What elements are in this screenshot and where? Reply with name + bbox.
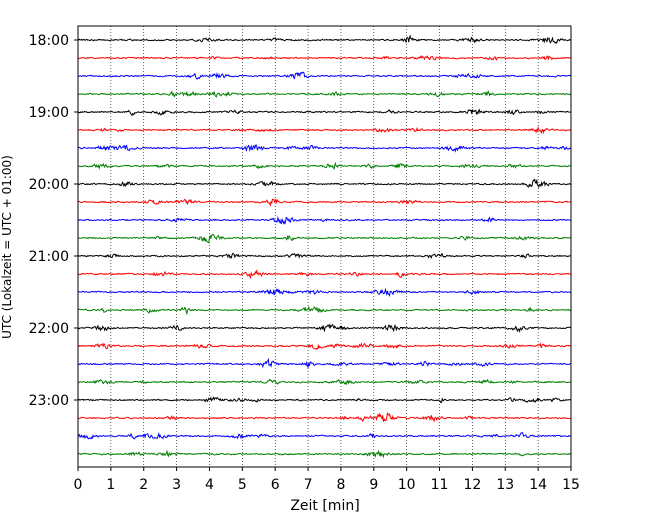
x-axis-label: Zeit [min] bbox=[290, 498, 359, 514]
trace-line bbox=[77, 71, 572, 80]
trace-line bbox=[77, 322, 572, 334]
x-tick-label: 15 bbox=[562, 477, 580, 493]
x-tick-label: 2 bbox=[139, 477, 148, 493]
x-axis: 0 1 2 3 4 5 6 7 8 9 10 11 12 13 14 15 bbox=[74, 467, 580, 493]
trace-line bbox=[77, 252, 572, 259]
trace-line bbox=[77, 108, 572, 116]
x-tick-label: 0 bbox=[74, 477, 83, 493]
y-tick-label: 23:00 bbox=[29, 393, 69, 409]
y-tick-label: 21:00 bbox=[29, 249, 69, 265]
x-tick-label: 13 bbox=[496, 477, 514, 493]
trace-line bbox=[77, 125, 572, 135]
trace-line bbox=[77, 411, 572, 423]
trace-line bbox=[77, 449, 572, 459]
trace-line bbox=[77, 287, 572, 298]
trace-line bbox=[77, 378, 572, 386]
y-tick-label: 18:00 bbox=[29, 33, 69, 49]
plot-frame bbox=[77, 25, 572, 468]
trace-line bbox=[77, 143, 572, 153]
trace-line bbox=[77, 357, 572, 370]
x-tick-label: 10 bbox=[398, 477, 416, 493]
x-tick-label: 1 bbox=[106, 477, 115, 493]
x-tick-label: 11 bbox=[431, 477, 449, 493]
x-tick-label: 5 bbox=[238, 477, 247, 493]
trace-line bbox=[77, 89, 572, 98]
trace-line bbox=[77, 305, 572, 316]
trace-line bbox=[77, 34, 571, 45]
y-tick-label: 22:00 bbox=[29, 321, 69, 337]
y-tick-label: 20:00 bbox=[29, 177, 69, 193]
trace-line bbox=[77, 178, 572, 189]
trace-line bbox=[77, 234, 572, 244]
x-tick-label: 14 bbox=[529, 477, 547, 493]
trace-line bbox=[77, 396, 572, 404]
y-axis: 18:00 19:00 20:00 21:00 22:00 23:00 bbox=[29, 33, 78, 409]
x-tick-label: 4 bbox=[205, 477, 214, 493]
trace-line bbox=[77, 269, 572, 280]
y-axis-label: UTC (Lokalzeit = UTC + 01:00) bbox=[0, 155, 14, 339]
trace-line bbox=[77, 198, 572, 207]
trace-line bbox=[77, 431, 572, 440]
x-tick-label: 3 bbox=[172, 477, 181, 493]
x-tick-label: 7 bbox=[304, 477, 313, 493]
trace-layer bbox=[77, 34, 572, 459]
trace-line bbox=[77, 55, 572, 61]
x-tick-label: 9 bbox=[369, 477, 378, 493]
trace-line bbox=[77, 161, 572, 171]
x-tick-label: 8 bbox=[336, 477, 345, 493]
x-tick-label: 12 bbox=[463, 477, 481, 493]
x-tick-label: 6 bbox=[271, 477, 280, 493]
y-tick-label: 19:00 bbox=[29, 105, 69, 121]
trace-line bbox=[77, 216, 572, 225]
trace-line bbox=[77, 342, 572, 350]
